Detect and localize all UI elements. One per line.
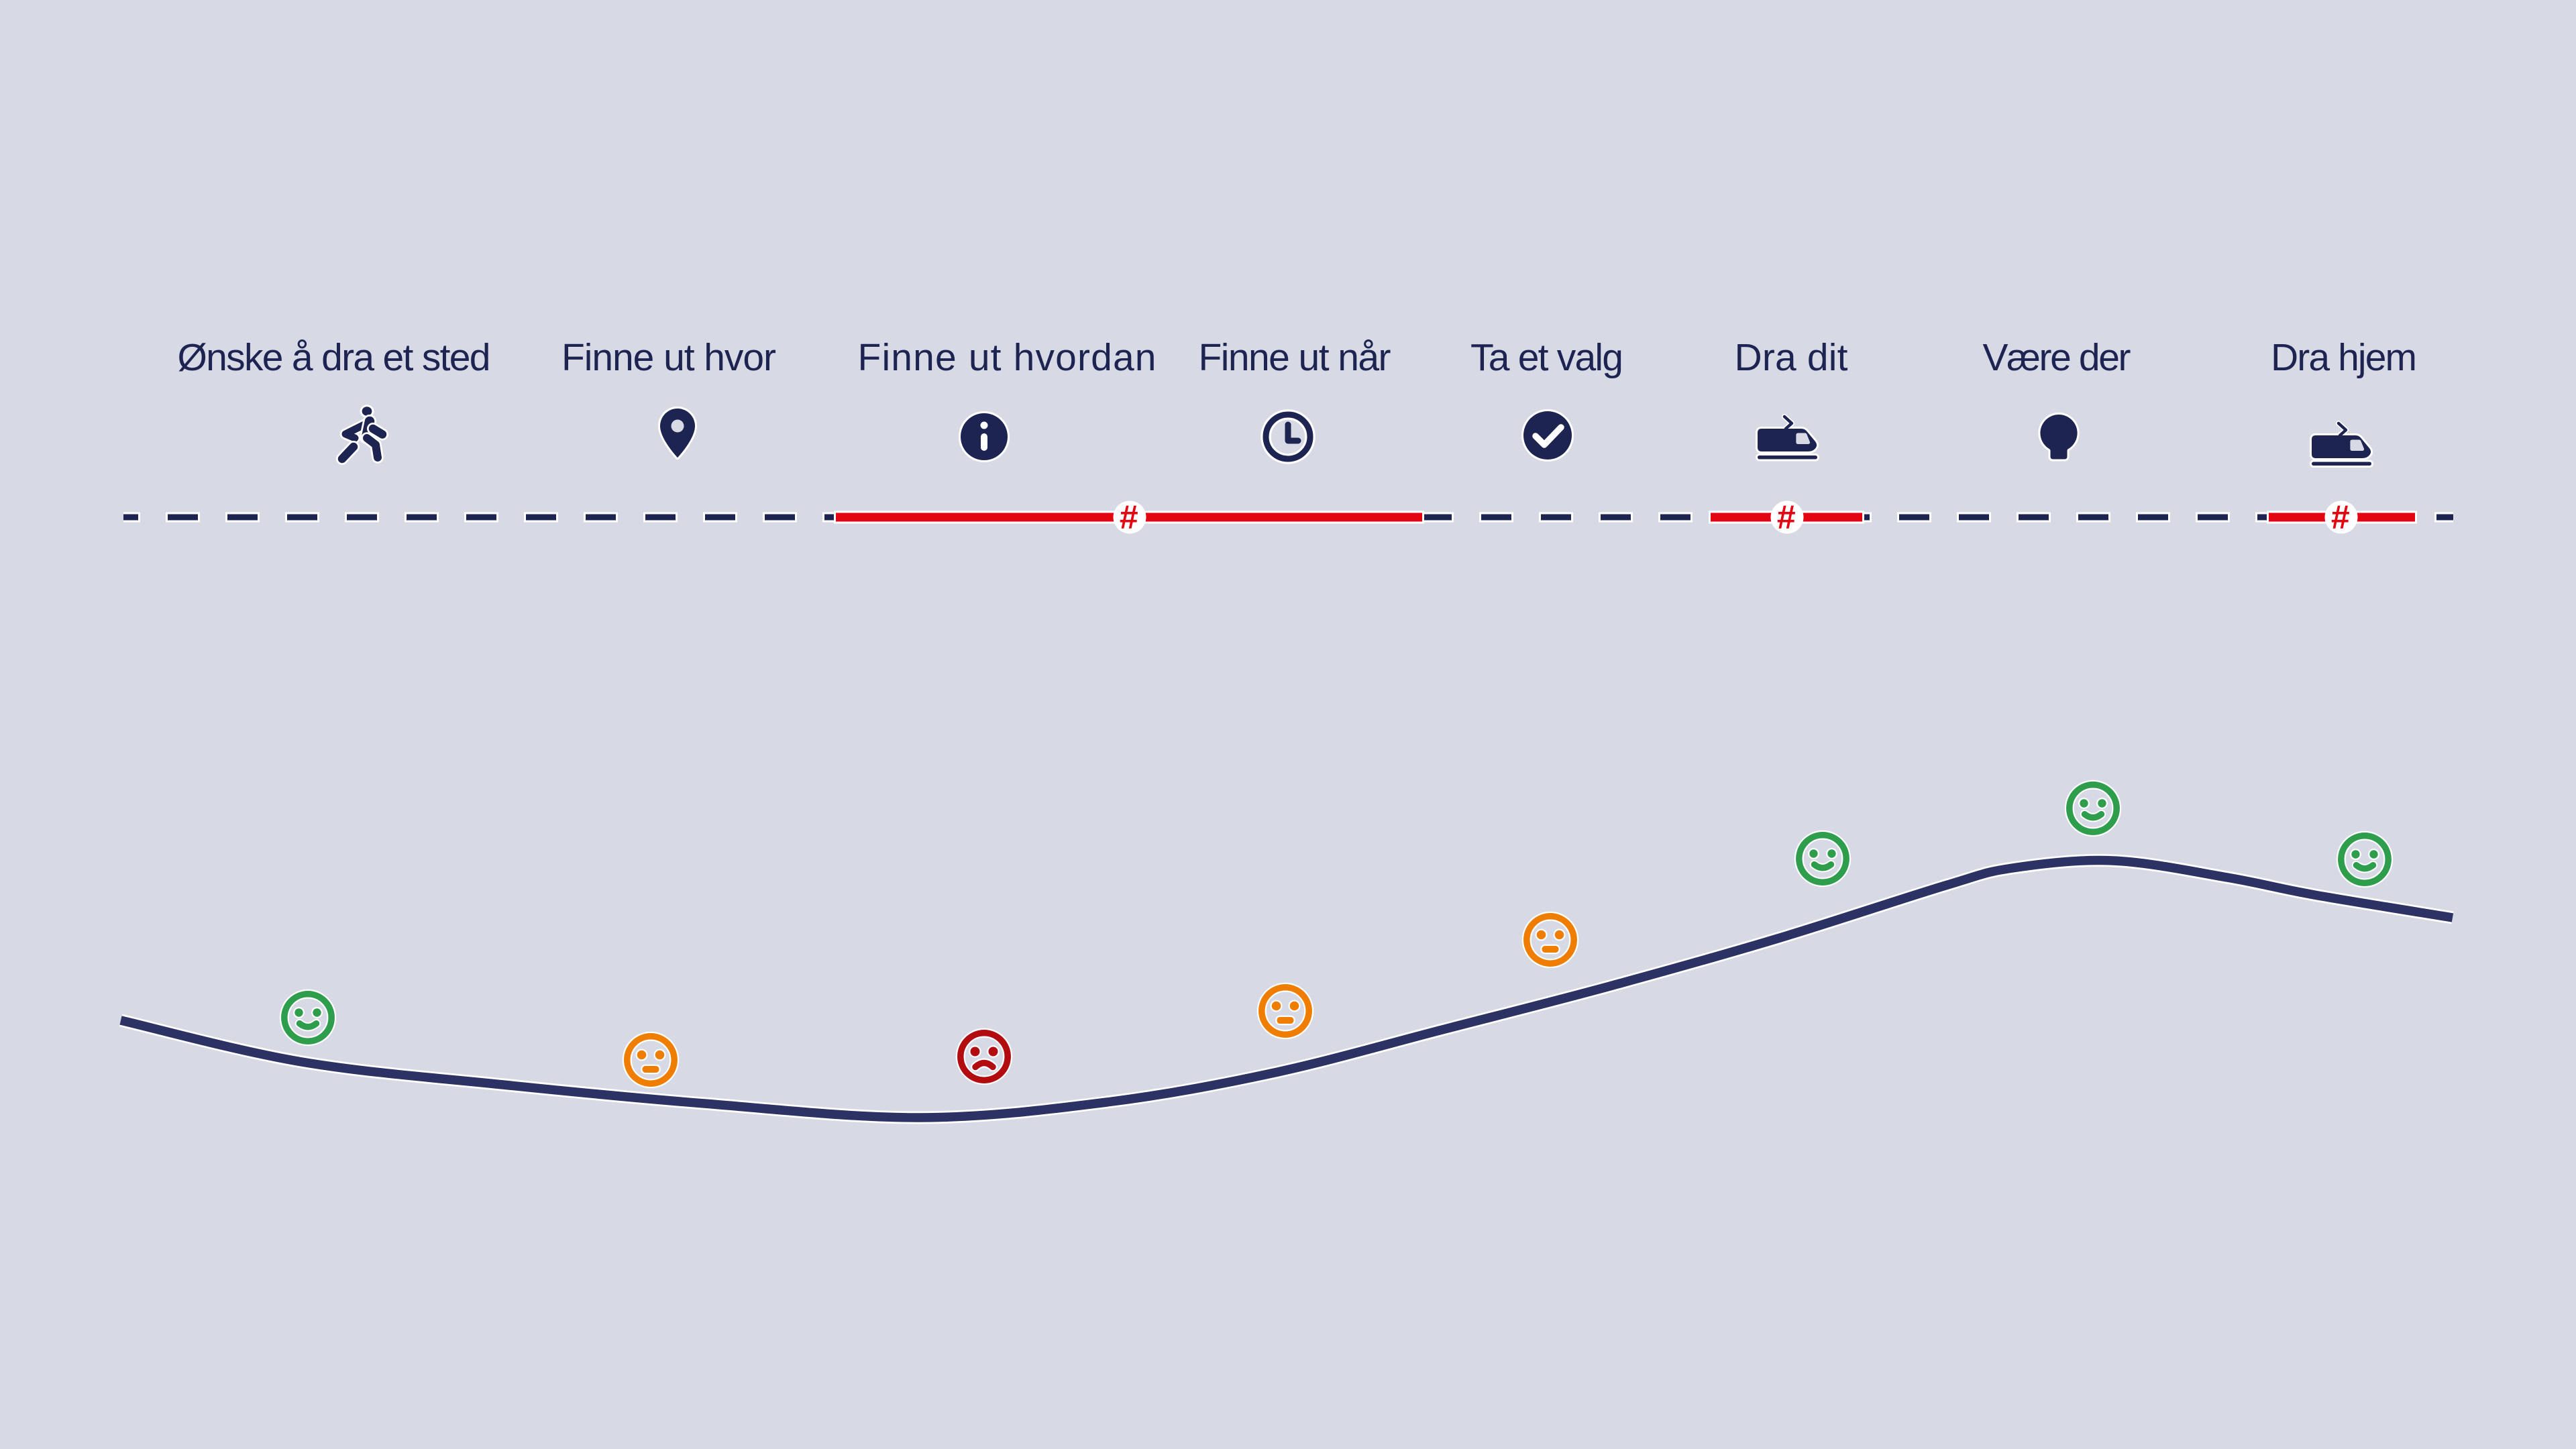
svg-text:Finne ut hvordan: Finne ut hvordan <box>858 336 1157 379</box>
svg-text:Finne ut når: Finne ut når <box>1199 336 1391 379</box>
svg-text:#: # <box>1776 498 1795 536</box>
svg-text:Ønske å dra et sted: Ønske å dra et sted <box>178 336 491 379</box>
svg-text:Ta et valg: Ta et valg <box>1470 336 1623 379</box>
svg-text:Være der: Være der <box>1983 336 2131 379</box>
svg-text:Dra hjem: Dra hjem <box>2271 336 2417 379</box>
svg-text:Finne ut hvor: Finne ut hvor <box>561 336 776 379</box>
svg-text:#: # <box>1119 498 1138 536</box>
svg-text:#: # <box>2330 498 2349 536</box>
svg-text:Dra dit: Dra dit <box>1735 336 1848 379</box>
